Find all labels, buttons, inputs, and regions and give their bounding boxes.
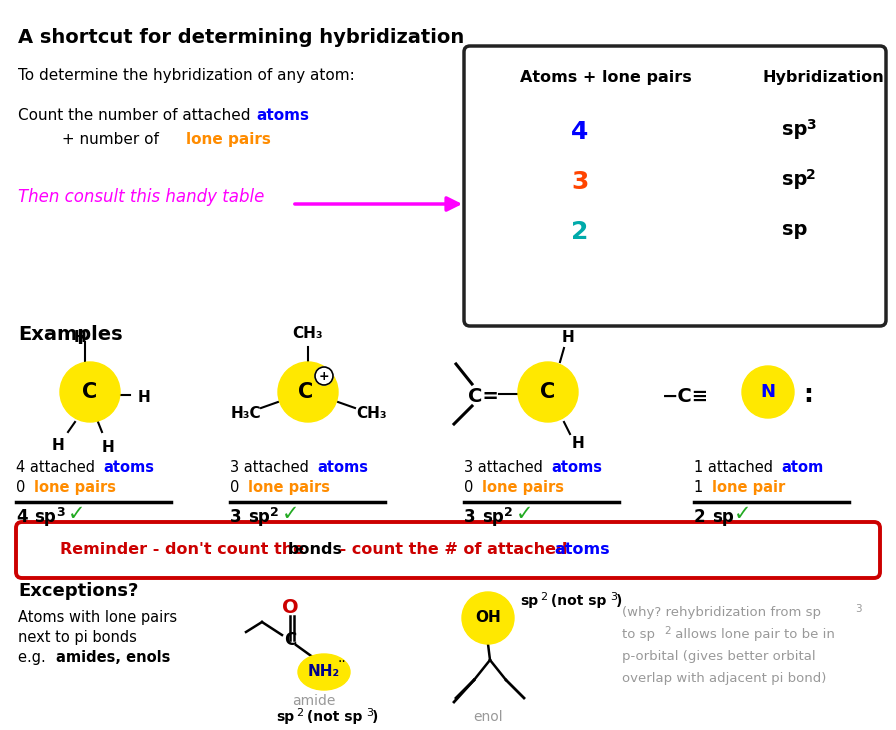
Text: next to pi bonds: next to pi bonds	[18, 630, 137, 645]
Text: H: H	[52, 438, 65, 453]
Text: sp: sp	[482, 508, 504, 526]
Text: ): )	[372, 710, 378, 724]
Text: lone pair: lone pair	[712, 480, 785, 495]
Text: + number of: + number of	[18, 132, 164, 147]
Text: 2: 2	[806, 168, 815, 182]
Text: O: O	[281, 598, 298, 617]
Text: atoms: atoms	[551, 460, 602, 475]
Text: allows lone pair to be in: allows lone pair to be in	[671, 628, 835, 641]
Text: +: +	[319, 369, 330, 383]
Text: amides, enols: amides, enols	[56, 650, 170, 665]
Text: Atoms with lone pairs: Atoms with lone pairs	[18, 610, 177, 625]
Text: 3: 3	[56, 506, 65, 519]
Text: C: C	[540, 382, 556, 402]
Text: 4: 4	[572, 120, 589, 144]
Text: H₃C: H₃C	[230, 407, 262, 421]
Text: 4 attached: 4 attached	[16, 460, 99, 475]
Text: OH: OH	[475, 610, 501, 626]
Ellipse shape	[298, 654, 350, 690]
Text: A shortcut for determining hybridization: A shortcut for determining hybridization	[18, 28, 464, 47]
Text: H: H	[101, 440, 115, 455]
Text: 1: 1	[694, 480, 708, 495]
Text: sp: sp	[276, 710, 294, 724]
Text: 0: 0	[16, 480, 30, 495]
Text: sp: sp	[520, 594, 538, 608]
Text: lone pairs: lone pairs	[186, 132, 271, 147]
Text: C: C	[82, 382, 98, 402]
Text: atoms: atoms	[103, 460, 154, 475]
Text: 2: 2	[504, 506, 513, 519]
Text: H: H	[562, 329, 574, 345]
Text: 2: 2	[540, 592, 547, 602]
Text: ✓: ✓	[734, 504, 752, 524]
Text: 3: 3	[464, 508, 476, 526]
Text: 2: 2	[296, 708, 303, 718]
Circle shape	[518, 362, 578, 422]
Text: H: H	[572, 437, 584, 451]
Text: 2: 2	[694, 508, 706, 526]
Text: ✓: ✓	[282, 504, 299, 524]
Text: :: :	[803, 383, 813, 407]
Text: H: H	[73, 330, 86, 345]
Text: enol: enol	[473, 710, 503, 724]
Text: atoms: atoms	[317, 460, 368, 475]
Text: sp: sp	[782, 120, 807, 139]
Text: ..: ..	[338, 651, 347, 665]
Text: atom: atom	[781, 460, 823, 475]
Text: 3: 3	[855, 604, 862, 614]
Text: NH₂: NH₂	[308, 664, 340, 680]
Text: Hybridization: Hybridization	[762, 70, 883, 85]
Text: ✓: ✓	[68, 504, 85, 524]
Text: 3 attached: 3 attached	[230, 460, 314, 475]
Text: H: H	[138, 390, 151, 405]
Text: (not sp: (not sp	[302, 710, 362, 724]
Circle shape	[315, 367, 333, 385]
Text: C: C	[298, 382, 314, 402]
Text: ): )	[616, 594, 623, 608]
Text: (not sp: (not sp	[546, 594, 607, 608]
Circle shape	[462, 592, 514, 644]
Text: 3: 3	[366, 708, 373, 718]
Text: sp: sp	[712, 508, 734, 526]
FancyBboxPatch shape	[464, 46, 886, 326]
Text: Examples: Examples	[18, 325, 123, 344]
Text: amide: amide	[292, 694, 336, 708]
Text: 0: 0	[464, 480, 478, 495]
Text: p-orbital (gives better orbital: p-orbital (gives better orbital	[622, 650, 815, 663]
Text: Then consult this handy table: Then consult this handy table	[18, 188, 264, 206]
Text: Atoms + lone pairs: Atoms + lone pairs	[520, 70, 692, 85]
Text: 2: 2	[664, 626, 670, 636]
Circle shape	[60, 362, 120, 422]
Text: 3: 3	[806, 118, 815, 132]
Circle shape	[742, 366, 794, 418]
Text: 4: 4	[16, 508, 28, 526]
Text: e.g.: e.g.	[18, 650, 50, 665]
Text: N: N	[761, 383, 776, 401]
Text: 3: 3	[572, 170, 589, 194]
Text: C=: C=	[468, 388, 498, 407]
FancyBboxPatch shape	[16, 522, 880, 578]
Text: 0: 0	[230, 480, 244, 495]
Text: CH₃: CH₃	[293, 326, 323, 342]
Text: atoms: atoms	[256, 108, 309, 123]
Text: −C≡: −C≡	[662, 386, 710, 405]
Text: sp: sp	[248, 508, 270, 526]
Text: bonds: bonds	[288, 542, 343, 558]
Text: overlap with adjacent pi bond): overlap with adjacent pi bond)	[622, 672, 826, 685]
Text: CH₃: CH₃	[357, 407, 387, 421]
Text: lone pairs: lone pairs	[34, 480, 116, 495]
Text: sp: sp	[782, 170, 807, 189]
Circle shape	[278, 362, 338, 422]
Text: (why? rehybridization from sp: (why? rehybridization from sp	[622, 606, 821, 619]
Text: 3 attached: 3 attached	[464, 460, 547, 475]
Text: sp: sp	[34, 508, 56, 526]
Text: 3: 3	[610, 592, 617, 602]
Text: C: C	[284, 631, 296, 649]
Text: lone pairs: lone pairs	[248, 480, 330, 495]
Text: 2: 2	[270, 506, 279, 519]
Text: Exceptions?: Exceptions?	[18, 582, 138, 600]
Text: - count the # of attached: - count the # of attached	[334, 542, 573, 558]
Text: Reminder - don't count the: Reminder - don't count the	[60, 542, 310, 558]
Text: Count the number of attached: Count the number of attached	[18, 108, 255, 123]
